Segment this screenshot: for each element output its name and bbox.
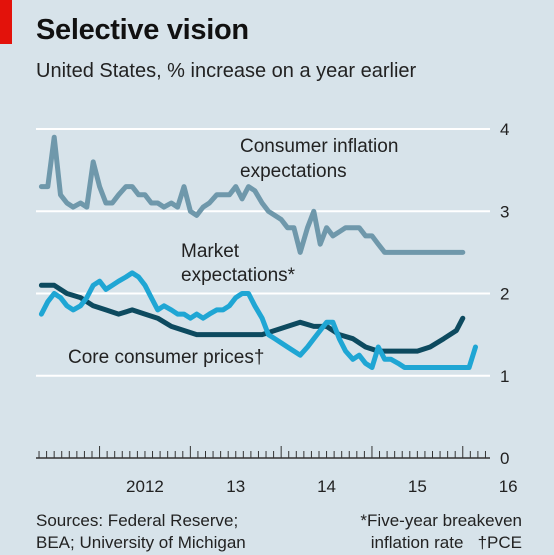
sources-line-1: Sources: Federal Reserve; <box>36 511 239 530</box>
footnotes: *Five-year breakeven inflation rate †PCE <box>360 510 522 554</box>
y-tick-label: 3 <box>500 202 509 221</box>
footnote-line-1: *Five-year breakeven <box>360 511 522 530</box>
line-chart: 0 1 2 3 4 2012 13 14 15 16 Consumer inflation expec… <box>36 120 518 496</box>
x-tick-label: 15 <box>408 477 427 496</box>
series-line-market <box>38 270 478 370</box>
footnote-line-2-text: inflation rate <box>370 533 464 552</box>
y-tick-label: 2 <box>500 285 509 304</box>
y-tick-label: 1 <box>500 367 509 386</box>
chart-title: Selective vision <box>36 14 249 46</box>
brand-accent-tab <box>0 0 12 44</box>
sources-note: Sources: Federal Reserve; BEA; Universit… <box>36 510 246 554</box>
chart-subtitle: United States, % increase on a year earl… <box>36 60 417 82</box>
series-line-consumer <box>38 134 466 255</box>
sources-line-2: BEA; University of Michigan <box>36 533 246 552</box>
y-tick-label: 0 <box>500 449 509 468</box>
core-label: Core consumer prices† <box>68 347 264 368</box>
consumer-label-line-2: expectations <box>240 161 347 182</box>
market-label-line-2: expectations* <box>181 265 296 286</box>
x-tick-label: 14 <box>317 477 336 496</box>
series-line-core <box>38 282 466 354</box>
x-tick-label: 16 <box>499 477 518 496</box>
market-label-line-1: Market <box>181 241 240 262</box>
y-tick-label: 4 <box>500 120 509 139</box>
x-tick-label: 13 <box>226 477 245 496</box>
footnote-line-2: inflation rate †PCE <box>360 532 522 554</box>
x-tick-label: 2012 <box>126 477 164 496</box>
footnote-line-3-text: †PCE <box>477 533 522 552</box>
consumer-label-line-1: Consumer inflation <box>240 136 398 157</box>
